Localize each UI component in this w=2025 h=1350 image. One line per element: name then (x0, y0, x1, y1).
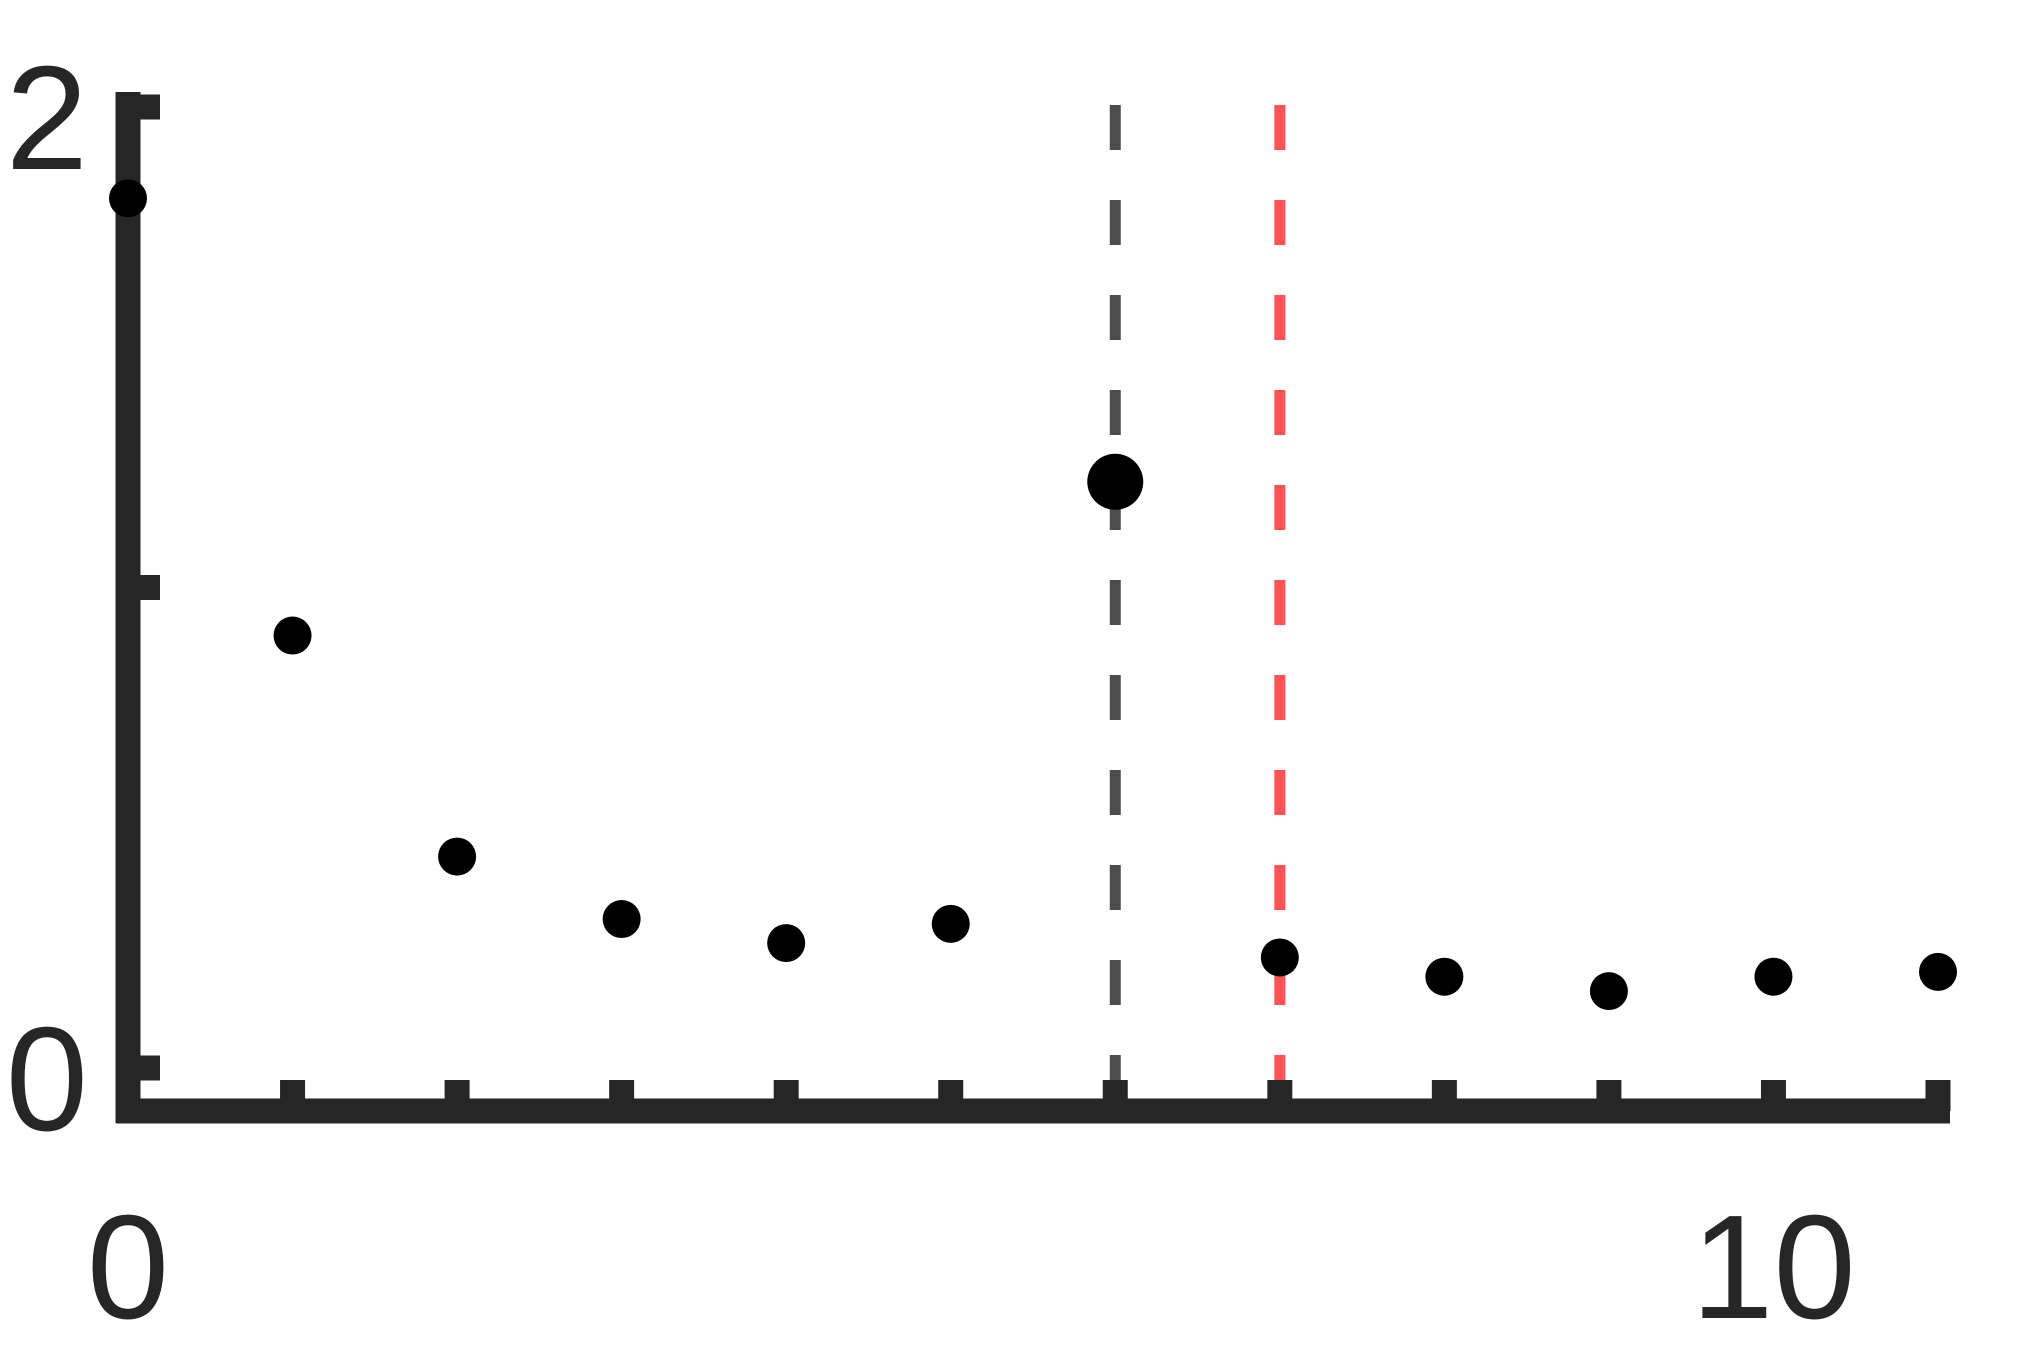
data-point-8 (1260, 938, 1299, 977)
data-point-5 (767, 924, 806, 963)
data-point-6 (931, 904, 970, 943)
data-point-7 (1087, 453, 1144, 510)
data-point-1 (109, 179, 147, 218)
x-tick-label-0: 0 (87, 1185, 169, 1350)
data-point-12 (1919, 952, 1957, 991)
data-point-2 (273, 616, 312, 655)
data-point-10 (1589, 972, 1628, 1011)
data-point-3 (438, 837, 477, 876)
data-point-4 (602, 900, 641, 939)
data-point-11 (1754, 957, 1793, 996)
y-tick-label-2: 2 (6, 36, 88, 201)
axes (115, 92, 1951, 1124)
data-point-9 (1425, 957, 1464, 996)
y-tick-label-0: 0 (6, 997, 88, 1162)
reference-lines (1109, 105, 1286, 1110)
x-tick-label-10: 10 (1691, 1185, 1856, 1350)
tick-labels: 0 10 0 2 (6, 36, 1856, 1350)
data-points (109, 179, 1957, 1011)
